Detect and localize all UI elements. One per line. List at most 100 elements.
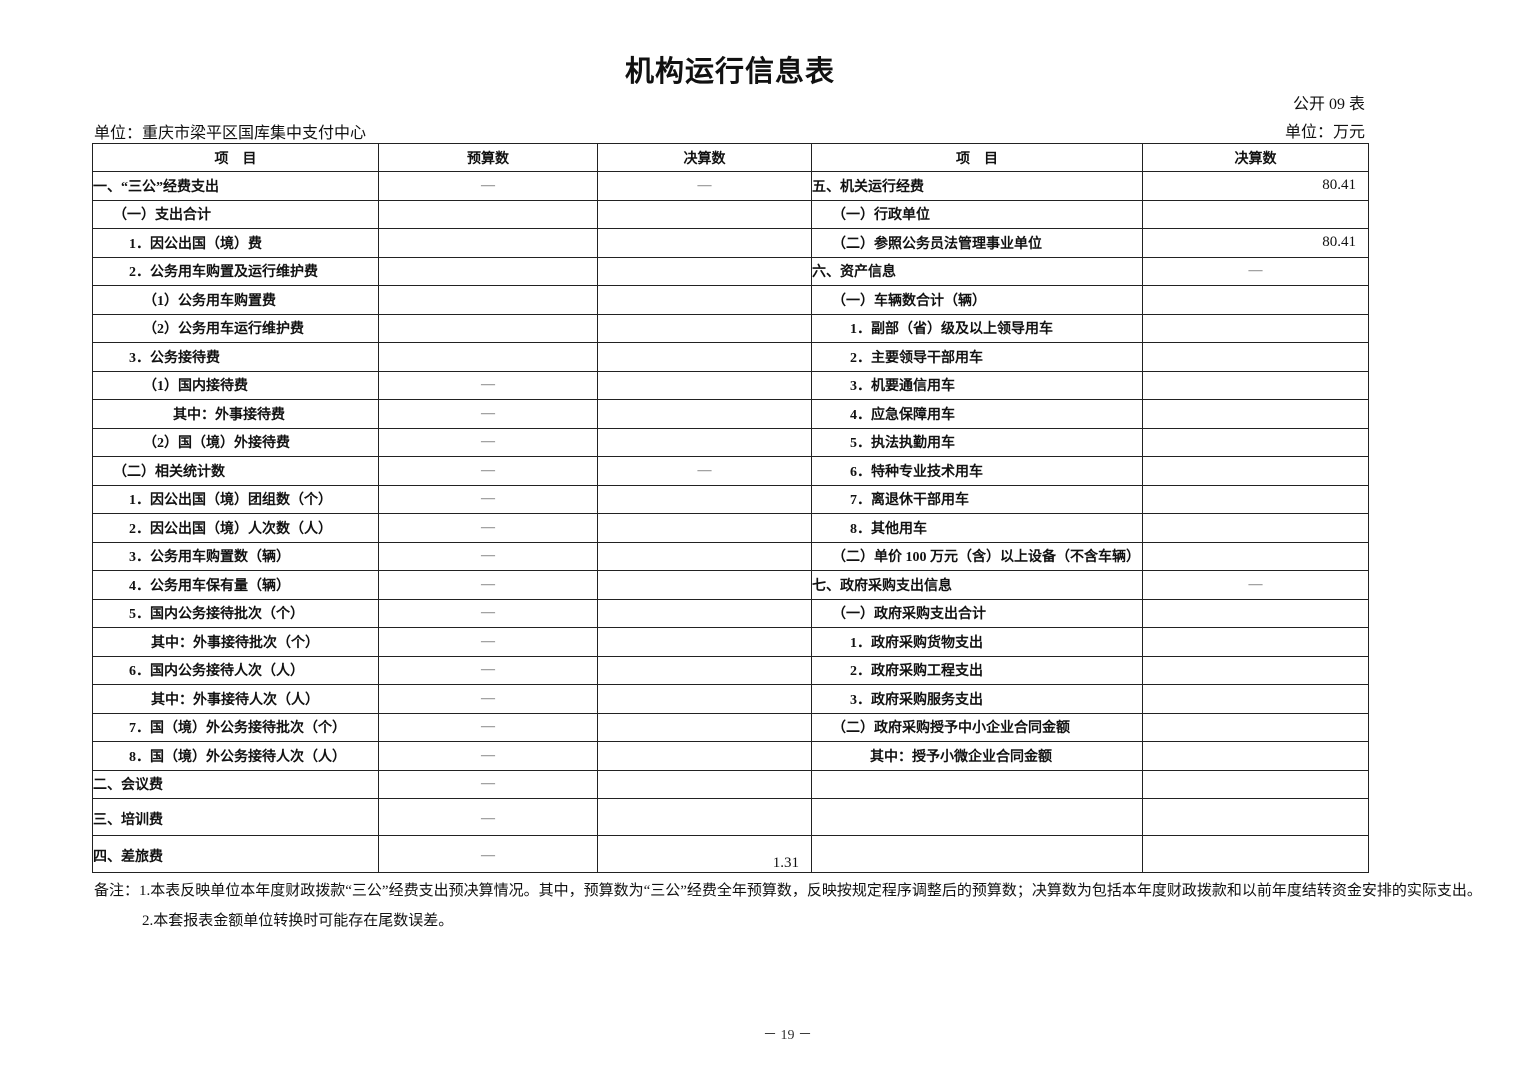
left-final-cell: 1.31	[597, 834, 812, 873]
left-budget-cell: —	[378, 769, 598, 799]
left-budget-cell: —	[378, 427, 598, 457]
currency-unit: 单位：万元	[1284, 124, 1365, 141]
right-item-cell: 2．政府采购工程支出	[811, 655, 1143, 685]
left-budget-cell	[378, 228, 598, 258]
right-item-cell: 七、政府采购支出信息	[811, 570, 1143, 600]
table-row: 其中：外事接待批次（个） — 1．政府采购货物支出	[92, 627, 1369, 657]
header-right-final: 决算数	[1142, 143, 1369, 172]
table-row: （2）公务用车运行维护费 1．副部（省）级及以上领导用车	[92, 313, 1369, 343]
table-row: 6．国内公务接待人次（人） — 2．政府采购工程支出	[92, 655, 1369, 685]
left-budget-cell: —	[378, 798, 598, 836]
table-row: 3．公务接待费 2．主要领导干部用车	[92, 342, 1369, 372]
left-budget-cell: —	[378, 570, 598, 600]
table-row: 7．国（境）外公务接待批次（个） — （二）政府采购授予中小企业合同金额	[92, 712, 1369, 742]
left-budget-cell: —	[378, 655, 598, 685]
right-item-cell: 3．机要通信用车	[811, 370, 1143, 400]
right-item-cell: 1．政府采购货物支出	[811, 627, 1143, 657]
left-final-cell	[597, 399, 812, 429]
right-final-cell: —	[1142, 256, 1369, 286]
left-item-cell: 其中：外事接待人次（人）	[92, 684, 379, 714]
left-item-cell: （2）国（境）外接待费	[92, 427, 379, 457]
left-budget-cell: —	[378, 171, 598, 201]
left-item-cell: 2．公务用车购置及运行维护费	[92, 256, 379, 286]
right-final-cell: 80.41	[1142, 228, 1369, 258]
right-item-cell: 1．副部（省）级及以上领导用车	[811, 313, 1143, 343]
left-budget-cell: —	[378, 541, 598, 571]
note-1: 备注：1.本表反映单位本年度财政拨款“三公”经费支出预决算情况。其中，预算数为“…	[94, 883, 1482, 899]
left-budget-cell: —	[378, 684, 598, 714]
table-row: 1．因公出国（境）团组数（个） — 7．离退休干部用车	[92, 484, 1369, 514]
table-row: 8．国（境）外公务接待人次（人） — 其中：授予小微企业合同金额	[92, 741, 1369, 771]
left-item-cell: 其中：外事接待费	[92, 399, 379, 429]
left-budget-cell: —	[378, 627, 598, 657]
left-item-cell: 四、差旅费	[92, 834, 379, 873]
left-budget-cell: —	[378, 712, 598, 742]
table-body: 一、“三公”经费支出 — — 五、机关运行经费 80.41 （一）支出合计 （一）行政单位 1…	[92, 171, 1369, 873]
left-final-cell	[597, 313, 812, 343]
left-final-cell	[597, 199, 812, 229]
table-row: 其中：外事接待人次（人） — 3．政府采购服务支出	[92, 684, 1369, 714]
left-item-cell: 7．国（境）外公务接待批次（个）	[92, 712, 379, 742]
right-item-cell: 六、资产信息	[811, 256, 1143, 286]
right-item-cell: 2．主要领导干部用车	[811, 342, 1143, 372]
right-item-cell: （一）行政单位	[811, 199, 1143, 229]
right-final-cell	[1142, 541, 1369, 571]
left-item-cell: 6．国内公务接待人次（人）	[92, 655, 379, 685]
right-item-cell: 其中：授予小微企业合同金额	[811, 741, 1143, 771]
left-item-cell: 三、培训费	[92, 798, 379, 836]
right-final-cell	[1142, 769, 1369, 799]
table-row: （一）支出合计 （一）行政单位	[92, 199, 1369, 229]
header-left-final: 决算数	[597, 143, 812, 172]
left-final-cell	[597, 684, 812, 714]
left-budget-cell: —	[378, 370, 598, 400]
right-item-cell: （二）政府采购授予中小企业合同金额	[811, 712, 1143, 742]
left-final-cell	[597, 712, 812, 742]
left-item-cell: 其中：外事接待批次（个）	[92, 627, 379, 657]
left-item-cell: （2）公务用车运行维护费	[92, 313, 379, 343]
table-row: （1）国内接待费 — 3．机要通信用车	[92, 370, 1369, 400]
left-final-cell	[597, 342, 812, 372]
right-item-cell: 5．执法执勤用车	[811, 427, 1143, 457]
right-final-cell	[1142, 627, 1369, 657]
left-final-cell	[597, 427, 812, 457]
right-item-cell	[811, 834, 1143, 873]
left-final-cell: —	[597, 171, 812, 201]
left-budget-cell: —	[378, 834, 598, 873]
right-item-cell: 7．离退休干部用车	[811, 484, 1143, 514]
left-item-cell: （1）国内接待费	[92, 370, 379, 400]
right-final-cell	[1142, 427, 1369, 457]
right-final-cell	[1142, 513, 1369, 543]
left-budget-cell: —	[378, 598, 598, 628]
left-final-cell	[597, 598, 812, 628]
left-item-cell: 一、“三公”经费支出	[92, 171, 379, 201]
left-final-cell	[597, 769, 812, 799]
right-item-cell: （一）车辆数合计（辆）	[811, 285, 1143, 315]
left-budget-cell	[378, 199, 598, 229]
left-item-cell: 2．因公出国（境）人次数（人）	[92, 513, 379, 543]
left-budget-cell: —	[378, 741, 598, 771]
right-item-cell	[811, 769, 1143, 799]
table-row: 三、培训费 —	[92, 798, 1369, 836]
right-final-cell	[1142, 798, 1369, 836]
left-budget-cell	[378, 313, 598, 343]
table-row: （2）国（境）外接待费 — 5．执法执勤用车	[92, 427, 1369, 457]
left-final-cell	[597, 285, 812, 315]
right-final-cell	[1142, 712, 1369, 742]
left-item-cell: 1．因公出国（境）费	[92, 228, 379, 258]
form-number: 公开 09 表	[1292, 96, 1365, 113]
right-item-cell: 8．其他用车	[811, 513, 1143, 543]
left-final-cell	[597, 513, 812, 543]
left-item-cell: 5．国内公务接待批次（个）	[92, 598, 379, 628]
left-final-cell: —	[597, 456, 812, 486]
left-item-cell: （二）相关统计数	[92, 456, 379, 486]
left-item-cell: 二、会议费	[92, 769, 379, 799]
right-final-cell	[1142, 285, 1369, 315]
page-title: 机构运行信息表	[624, 56, 835, 88]
right-final-cell	[1142, 741, 1369, 771]
right-final-cell	[1142, 313, 1369, 343]
left-final-cell	[597, 484, 812, 514]
page-number: － 19 －	[763, 1028, 812, 1043]
right-item-cell: 3．政府采购服务支出	[811, 684, 1143, 714]
right-final-cell	[1142, 199, 1369, 229]
right-item-cell: 五、机关运行经费	[811, 171, 1143, 201]
